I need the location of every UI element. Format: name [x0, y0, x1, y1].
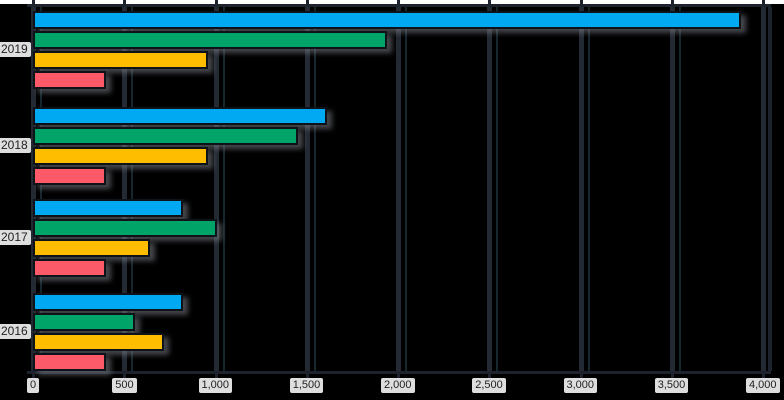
gridline-shadow [313, 7, 316, 371]
axis-tick [762, 374, 765, 381]
x-tick-label: 3,000 [563, 378, 598, 393]
y-category-label: 2016 [0, 324, 31, 339]
gridline [122, 7, 128, 371]
axis-tick [488, 374, 492, 381]
bottom-axis-line [27, 371, 771, 374]
bar-yellow-2019 [33, 51, 208, 69]
bar-blue-2019 [33, 11, 741, 29]
axis-tick [579, 374, 583, 381]
bar-green-2016 [33, 313, 135, 331]
gridline [669, 7, 675, 371]
gridline-shadow [678, 7, 681, 371]
x-tick-label: 1,500 [289, 378, 324, 393]
top-axis-line [27, 4, 771, 7]
gridline-shadow [222, 7, 225, 371]
gridline [487, 7, 493, 371]
gridline-shadow [770, 7, 772, 371]
axis-tick [123, 374, 127, 381]
bar-red-2016 [33, 353, 106, 371]
bar-yellow-2018 [33, 147, 208, 165]
axis-tick [670, 374, 674, 381]
bar-red-2018 [33, 167, 106, 185]
axis-tick [305, 374, 309, 381]
gridline [396, 7, 401, 371]
y-category-label: 2018 [0, 138, 31, 153]
axis-tick [32, 374, 35, 381]
gridline [578, 7, 584, 371]
axis-tick [579, 0, 583, 7]
bar-green-2019 [33, 31, 387, 49]
axis-tick [305, 0, 309, 7]
right-border-line [768, 4, 771, 374]
axis-tick [32, 0, 35, 7]
bar-blue-2016 [33, 293, 183, 311]
axis-tick [123, 0, 127, 7]
x-tick-label: 1,000 [198, 378, 233, 393]
bar-yellow-2016 [33, 333, 164, 351]
axis-tick [670, 0, 674, 7]
bar-red-2019 [33, 71, 106, 89]
gridline-shadow [405, 7, 407, 371]
y-category-label: 2017 [0, 230, 31, 245]
gridline-shadow [131, 7, 134, 371]
bar-yellow-2017 [33, 239, 150, 257]
bar-blue-2018 [33, 107, 327, 125]
bar-green-2017 [33, 219, 217, 237]
x-tick-label: 2,000 [381, 378, 415, 393]
axis-tick [397, 374, 400, 381]
axis-tick [397, 0, 400, 7]
gridline [213, 7, 219, 371]
bar-green-2018 [33, 127, 298, 145]
gridline-shadow [496, 7, 499, 371]
bar-blue-2017 [33, 199, 183, 217]
x-tick-label: 2,500 [472, 378, 506, 393]
x-tick-label: 0 [27, 378, 40, 393]
axis-tick [762, 0, 765, 7]
page-margin [0, 0, 784, 4]
axis-tick [488, 0, 492, 7]
gridline-shadow [40, 7, 42, 371]
bar-red-2017 [33, 259, 106, 277]
x-tick-label: 3,500 [654, 378, 689, 393]
gridline [304, 7, 310, 371]
gridline [31, 7, 36, 371]
y-category-label: 2019 [0, 42, 31, 57]
x-tick-label: 500 [112, 378, 137, 393]
gridline-shadow [587, 7, 590, 371]
x-tick-label: 4,000 [746, 378, 780, 393]
axis-tick [214, 374, 218, 381]
axis-tick [214, 0, 218, 7]
gridline [761, 7, 766, 371]
